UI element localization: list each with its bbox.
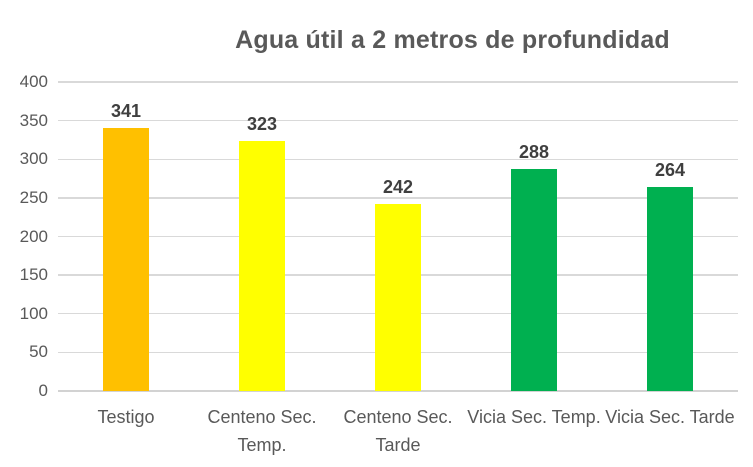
y-axis-tick-label: 150 [19,265,48,285]
bar-value-label: 264 [654,160,686,181]
x-axis: Testigo Centeno Sec. Temp. Centeno Sec. Ta… [58,403,738,463]
y-axis-tick-label: 0 [38,381,48,400]
y-axis-tick-label: 350 [19,110,48,130]
bar-slot: 242 [330,82,466,391]
y-axis-tick-label: 200 [19,226,48,246]
y-axis-tick-label: 50 [29,342,48,362]
y-axis-tick-label: 400 [19,72,48,91]
x-axis-category-label: Testigo [97,407,155,427]
y-axis: 0 50 100 150 200 250 300 350 400 [0,72,48,400]
y-axis-tick-label: 300 [19,149,48,169]
bar-value-label: 242 [382,177,414,198]
bar-value-label: 288 [518,141,550,162]
x-axis-category-label: Vicia Sec. Temp. [467,407,601,427]
bar-value-label: 323 [246,114,278,135]
x-axis-category-label: Centeno Sec. Tarde [343,407,453,455]
bar-slot: 264 [602,82,738,391]
gridline [58,119,738,122]
bar [239,141,285,391]
y-axis-tick-label: 250 [19,187,48,207]
bar-value-label: 341 [110,100,142,121]
bar-slot: 341 [58,82,194,391]
plot-area: 341 323 242 288 264 [58,81,738,392]
bar [375,204,421,391]
bar-slot: 323 [194,82,330,391]
y-axis-tick-label: 100 [19,303,48,323]
gridline [58,197,738,199]
gridline [58,81,738,83]
bar [511,168,557,391]
x-axis-category-label: Centeno Sec. Temp. [207,407,317,455]
bar-slot: 288 [466,82,602,391]
chart-title: Agua útil a 2 metros de profundidad [235,26,670,54]
bar [103,127,149,391]
x-axis-line [58,390,738,392]
x-axis-category-label: Vicia Sec. Tarde [605,407,735,427]
bar [647,187,693,391]
gridline [58,158,738,160]
